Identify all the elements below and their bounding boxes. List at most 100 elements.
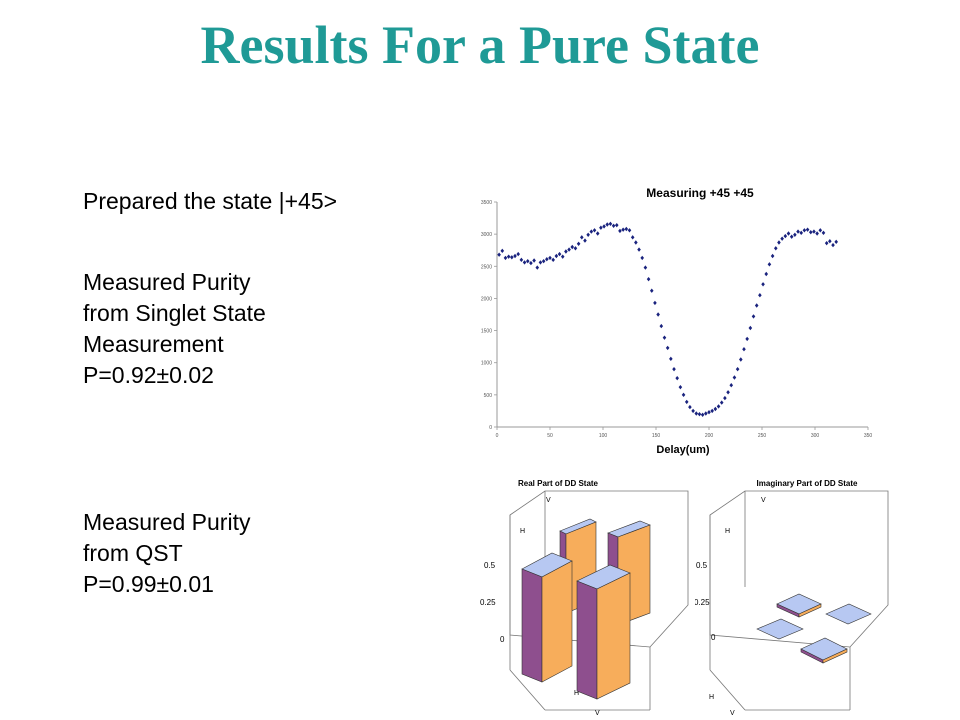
scatter-point bbox=[684, 399, 689, 405]
imag-box bbox=[709, 490, 889, 711]
scatter-point bbox=[519, 257, 524, 263]
scatter-point bbox=[510, 255, 514, 260]
scatter-point bbox=[735, 366, 740, 372]
y-tick-label: 500 bbox=[484, 393, 493, 399]
imag-zlabel-0: 0 bbox=[711, 633, 716, 642]
scatter-point bbox=[605, 222, 610, 227]
scatter-point bbox=[535, 265, 540, 270]
scatter-point bbox=[573, 246, 578, 251]
scatter-point bbox=[681, 392, 686, 398]
scatter-point bbox=[704, 411, 708, 416]
scatter-point bbox=[780, 236, 784, 241]
scatter-point bbox=[697, 411, 702, 417]
scatter-point bbox=[503, 255, 508, 261]
scatter-point bbox=[799, 230, 804, 236]
scatter-point bbox=[656, 312, 660, 317]
imaginary-part-chart: Imaginary Part of DD State 0.5 0.25 0 V … bbox=[695, 479, 889, 717]
scatter-point bbox=[808, 230, 813, 235]
scatter-point bbox=[599, 225, 603, 230]
y-tick-label: 1000 bbox=[481, 361, 492, 367]
scatter-point bbox=[513, 253, 517, 259]
scatter-point bbox=[545, 257, 549, 262]
scatter-point bbox=[758, 293, 762, 298]
scatter-point bbox=[576, 241, 581, 246]
scatter-point bbox=[694, 411, 699, 416]
scatter-point bbox=[516, 251, 520, 257]
scatter-point bbox=[643, 265, 648, 270]
scatter-point bbox=[649, 288, 654, 293]
scatter-point bbox=[525, 258, 530, 264]
x-tick-label: 0 bbox=[496, 433, 499, 439]
y-tick-label: 3500 bbox=[481, 200, 492, 206]
singlet-line-2: from Singlet State bbox=[83, 300, 266, 326]
imag-row-label-h2: H bbox=[709, 694, 714, 701]
scatter-point bbox=[557, 251, 562, 257]
scatter-point bbox=[583, 238, 587, 243]
scatter-point bbox=[541, 258, 546, 264]
singlet-line-3: Measurement bbox=[83, 331, 224, 357]
x-axis-label: Delay(um) bbox=[656, 444, 710, 456]
scatter-point bbox=[707, 410, 711, 415]
scatter-point bbox=[614, 222, 619, 228]
scatter-point bbox=[662, 335, 667, 340]
x-tick-label: 50 bbox=[547, 433, 553, 439]
scatter-point bbox=[627, 228, 632, 233]
scatter-point bbox=[824, 240, 829, 246]
scatter-point bbox=[580, 235, 584, 240]
real-zlabel-05: 0.5 bbox=[484, 561, 496, 570]
scatter-point bbox=[751, 314, 756, 319]
scatter-point bbox=[564, 249, 568, 254]
scatter-title: Measuring +45 +45 bbox=[646, 186, 754, 200]
qst-line-1: Measured Purity bbox=[83, 509, 251, 535]
real-row-label-v2: V bbox=[595, 710, 600, 717]
scatter-point bbox=[608, 221, 613, 227]
scatter-point bbox=[595, 231, 600, 236]
y-tick-label: 0 bbox=[489, 425, 492, 431]
scatter-point bbox=[796, 229, 800, 234]
qst-purity-block: Measured Purity from QST P=0.99±0.01 bbox=[83, 507, 250, 600]
scatter-point bbox=[522, 260, 527, 265]
imag-zlabel-05: 0.5 bbox=[696, 561, 708, 570]
scatter-point bbox=[770, 253, 775, 259]
scatter-point bbox=[653, 300, 657, 306]
real-col-label-v: V bbox=[546, 497, 551, 504]
scatter-point bbox=[554, 253, 559, 259]
scatter-point bbox=[665, 345, 670, 351]
real-part-chart: Real Part of DD State 0.5 0.25 0 V H H V bbox=[480, 479, 689, 717]
imag-bar-back-right bbox=[825, 603, 872, 625]
scatter-point bbox=[815, 231, 819, 236]
singlet-purity-value: P=0.92±0.02 bbox=[83, 362, 214, 388]
scatter-point bbox=[745, 336, 749, 342]
real-row-label-h: H bbox=[520, 528, 525, 535]
scatter-point bbox=[624, 226, 629, 232]
scatter-point bbox=[831, 242, 835, 248]
singlet-line-1: Measured Purity bbox=[83, 269, 251, 295]
imag-bar-front-left bbox=[756, 618, 804, 640]
scatter-point bbox=[783, 233, 788, 239]
scatter-point bbox=[802, 228, 807, 233]
scatter-point bbox=[506, 254, 511, 259]
scatter-point bbox=[748, 325, 753, 331]
real-part-title: Real Part of DD State bbox=[518, 479, 599, 488]
scatter-point bbox=[669, 356, 673, 362]
real-row-label-h2: H bbox=[574, 690, 579, 697]
scatter-point bbox=[586, 232, 590, 237]
scatter-point bbox=[630, 235, 635, 240]
scatter-point bbox=[732, 375, 737, 380]
scatter-point bbox=[640, 255, 645, 261]
x-tick-label: 200 bbox=[705, 433, 714, 439]
imag-bar-back-left bbox=[776, 593, 822, 618]
singlet-purity-block: Measured Purity from Singlet State Measu… bbox=[83, 267, 266, 391]
scatter-point bbox=[812, 229, 816, 234]
imag-bar-front-right bbox=[800, 637, 848, 664]
scatter-point bbox=[742, 347, 746, 352]
imag-part-title: Imaginary Part of DD State bbox=[757, 479, 858, 488]
scatter-point bbox=[789, 234, 794, 239]
scatter-point bbox=[500, 248, 505, 254]
scatter-point bbox=[793, 232, 797, 237]
imag-zlabel-025: 0.25 bbox=[695, 598, 710, 607]
scatter-point bbox=[739, 357, 743, 362]
scatter-point bbox=[678, 384, 683, 390]
scatter-point bbox=[719, 400, 724, 405]
prepared-state-line: Prepared the state |+45> bbox=[83, 188, 338, 214]
